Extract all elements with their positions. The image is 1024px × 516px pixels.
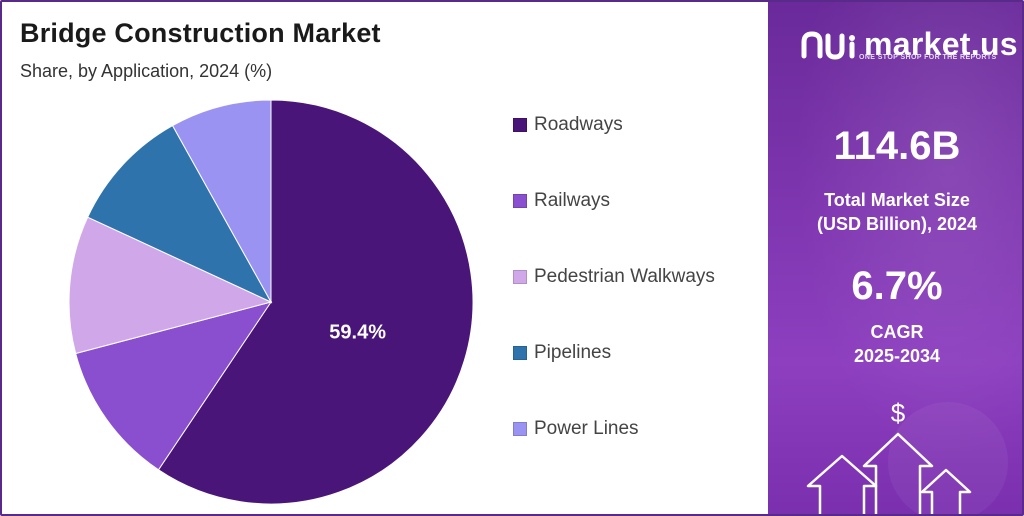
cagr-period: 2025-2034 [853,346,941,366]
legend-label: Roadways [534,114,623,135]
pie-slice-pipelines [87,124,273,304]
cagr-value: 6.7% [851,264,943,308]
market-size-label-2: (USD Billion), 2024 [816,214,978,234]
market-us-logo-icon [801,30,855,60]
legend-item-pipelines: Pipelines [513,342,611,364]
chart-subtitle: Share, by Application, 2024 (%) [20,61,273,81]
brand-tagline: ONE STOP SHOP FOR THE REPORTS [859,54,997,61]
legend-item-railways: Railways [513,190,610,212]
pie-chart: 59.4% [68,99,474,505]
legend-swatch [513,118,527,132]
market-size-value: 114.6B [833,124,961,168]
legend-label: Power Lines [534,418,639,439]
pie-slice-power-lines [171,99,272,304]
legend-swatch [513,194,527,208]
pie-slice-pedestrian-walkways [68,216,273,355]
legend-item-power-lines: Power Lines [513,418,639,440]
legend-label: Railways [534,190,611,211]
panel-sheen [768,2,1022,514]
legend-swatch [513,346,527,360]
legend-item-roadways: Roadways [513,114,623,136]
brand-name: market.us [864,26,1018,62]
market-size-label-1: Total Market Size [824,190,970,210]
stats-panel: market.us ONE STOP SHOP FOR THE REPORTS … [768,2,1022,514]
legend-item-pedestrian-walkways: Pedestrian Walkways [513,266,715,288]
legend-label: Pipelines [534,342,612,363]
growth-arrows-icon: $ [806,398,1008,514]
data-label-roadways: 59.4% [329,321,386,343]
brand-logo: market.us [800,26,1018,63]
pie-slice-roadways [157,99,474,505]
chart-title: Bridge Construction Market [20,18,381,48]
pie-slice-railways [75,301,273,471]
dollar-symbol: $ [891,398,906,428]
chart-panel: Bridge Construction Market Share, by App… [2,2,768,514]
legend-swatch [513,422,527,436]
cagr-label: CAGR [870,322,924,342]
legend-swatch [513,270,527,284]
legend-label: Pedestrian Walkways [534,266,715,287]
